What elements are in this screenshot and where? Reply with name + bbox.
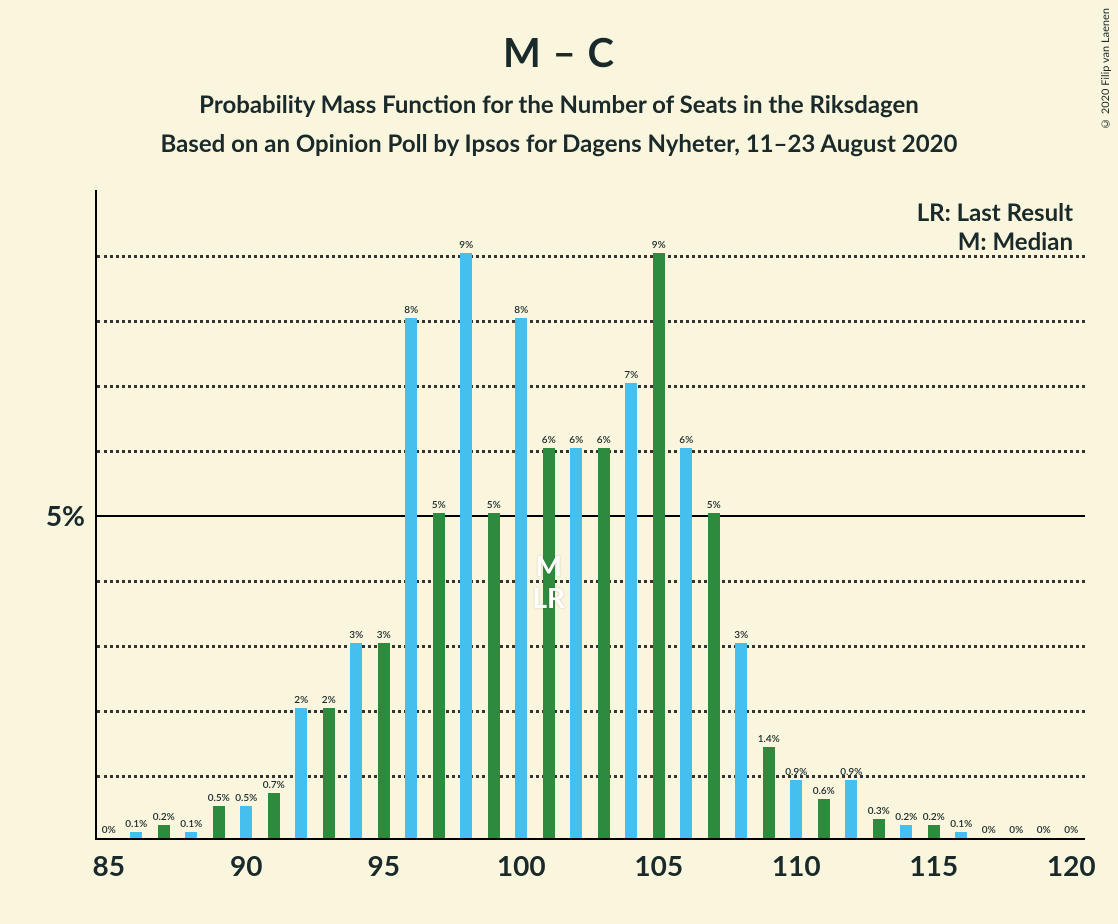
- bar-value-label: 2%: [322, 694, 336, 706]
- chart-subtitle-1: Probability Mass Function for the Number…: [0, 90, 1118, 119]
- bar-value-label: 5%: [707, 499, 721, 511]
- bar: [735, 643, 747, 838]
- bar: [900, 825, 912, 838]
- bar-value-label: 0%: [1037, 824, 1051, 836]
- x-axis-label: 110: [772, 848, 821, 882]
- y-axis-label: 5%: [46, 498, 85, 532]
- bar-value-label: 6%: [542, 434, 556, 446]
- bar-value-label: 0.9%: [840, 766, 862, 778]
- gridline: [97, 385, 1085, 388]
- bar-value-label: 1.4%: [758, 733, 780, 745]
- bar-value-label: 0%: [1064, 824, 1078, 836]
- bar: [845, 780, 857, 839]
- bar: [323, 708, 335, 838]
- x-axis-label: 105: [634, 848, 683, 882]
- bar: [653, 253, 665, 838]
- bar: [598, 448, 610, 838]
- bar: [818, 799, 830, 838]
- bar: [515, 318, 527, 838]
- bar-value-label: 6%: [597, 434, 611, 446]
- bar: [268, 793, 280, 839]
- chart-title: M – C: [0, 0, 1118, 76]
- bar-value-label: 7%: [624, 369, 638, 381]
- bar-value-label: 0.1%: [950, 818, 972, 830]
- bar-value-label: 9%: [652, 239, 666, 251]
- bar: [460, 253, 472, 838]
- bar: [240, 806, 252, 839]
- bar-value-label: 3%: [734, 629, 748, 641]
- gridline: [97, 255, 1085, 258]
- bar-value-label: 0%: [1009, 824, 1023, 836]
- x-axis-label: 120: [1047, 848, 1096, 882]
- bar: [625, 383, 637, 838]
- bar: [130, 832, 142, 839]
- gridline: [97, 580, 1085, 583]
- x-axis-label: 95: [368, 848, 400, 882]
- bar: [405, 318, 417, 838]
- bar: [680, 448, 692, 838]
- bar: [295, 708, 307, 838]
- bar-value-label: 6%: [679, 434, 693, 446]
- bar-value-label: 0.1%: [125, 818, 147, 830]
- bar-value-label: 0.6%: [813, 785, 835, 797]
- bar-value-label: 3%: [349, 629, 363, 641]
- bar: [873, 819, 885, 839]
- bar-value-label: 6%: [569, 434, 583, 446]
- chart-subtitle-2: Based on an Opinion Poll by Ipsos for Da…: [0, 129, 1118, 158]
- bar: [350, 643, 362, 838]
- chart-plot-area: LR: Last Result M: Median 5%859095100105…: [95, 190, 1085, 840]
- bar-value-label: 5%: [432, 499, 446, 511]
- last-result-marker: LR: [532, 580, 565, 614]
- bar-value-label: 0.2%: [923, 811, 945, 823]
- bar-value-label: 0.9%: [785, 766, 807, 778]
- bar-value-label: 0.2%: [895, 811, 917, 823]
- gridline: [97, 515, 1085, 517]
- bar: [185, 832, 197, 839]
- bar-value-label: 0.5%: [208, 792, 230, 804]
- x-axis-label: 100: [497, 848, 546, 882]
- bar-value-label: 5%: [487, 499, 501, 511]
- legend: LR: Last Result M: Median: [917, 198, 1073, 256]
- gridline: [97, 775, 1085, 778]
- bar: [378, 643, 390, 838]
- bar-value-label: 0.7%: [263, 779, 285, 791]
- gridline: [97, 645, 1085, 648]
- bar: [213, 806, 225, 839]
- x-axis-label: 85: [93, 848, 125, 882]
- gridline: [97, 450, 1085, 453]
- bar: [158, 825, 170, 838]
- bar-value-label: 0.5%: [235, 792, 257, 804]
- bar-value-label: 9%: [459, 239, 473, 251]
- bar: [543, 448, 555, 838]
- x-axis: [95, 838, 1085, 840]
- gridline: [97, 710, 1085, 713]
- bar: [763, 747, 775, 838]
- legend-m: M: Median: [917, 227, 1073, 256]
- bar: [433, 513, 445, 838]
- median-marker: M: [536, 548, 562, 582]
- bar-value-label: 0.2%: [153, 811, 175, 823]
- bar-value-label: 0%: [982, 824, 996, 836]
- gridline: [97, 320, 1085, 323]
- legend-lr: LR: Last Result: [917, 198, 1073, 227]
- copyright-text: © 2020 Filip van Laenen: [1099, 8, 1112, 130]
- bar: [570, 448, 582, 838]
- bar: [928, 825, 940, 838]
- bar-value-label: 8%: [514, 304, 528, 316]
- bar-value-label: 8%: [404, 304, 418, 316]
- bar: [790, 780, 802, 839]
- bar-value-label: 3%: [377, 629, 391, 641]
- bar-value-label: 0.3%: [868, 805, 890, 817]
- bar-value-label: 0%: [102, 824, 116, 836]
- x-axis-label: 115: [909, 848, 958, 882]
- bar: [488, 513, 500, 838]
- bar: [708, 513, 720, 838]
- bar-value-label: 0.1%: [180, 818, 202, 830]
- x-axis-label: 90: [230, 848, 262, 882]
- bar: [955, 832, 967, 839]
- bar-value-label: 2%: [294, 694, 308, 706]
